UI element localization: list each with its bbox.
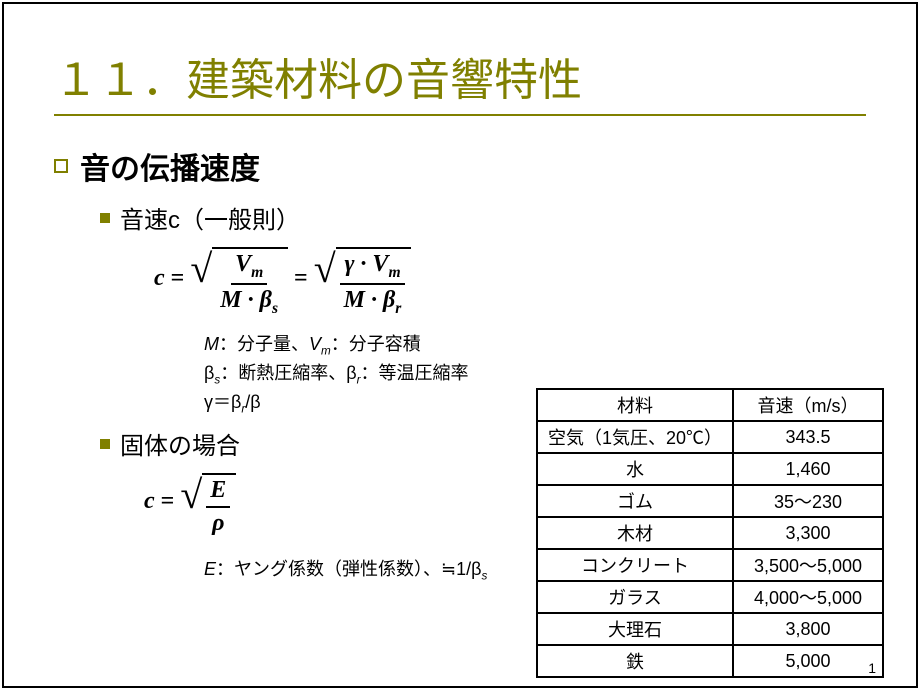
- sqrt-3: √ E ρ: [180, 467, 236, 536]
- table-cell: 3,300: [733, 517, 883, 549]
- table-cell: 343.5: [733, 421, 883, 453]
- table-cell: 木材: [537, 517, 733, 549]
- table-cell: 大理石: [537, 613, 733, 645]
- table-cell: 水: [537, 453, 733, 485]
- fraction-1: Vm M · βs: [216, 251, 282, 317]
- equals-icon: =: [171, 265, 185, 292]
- table-cell: 4,000～5,000: [733, 581, 883, 613]
- section-row: 音の伝播速度: [54, 144, 866, 188]
- table-row: 水1,460: [537, 453, 883, 485]
- radical-icon: √: [314, 249, 336, 317]
- slide-title: １１．建築材料の音響特性: [54, 44, 866, 108]
- bullet-fill-icon: [100, 439, 110, 449]
- table-row: 空気（1気圧、20℃）343.5: [537, 421, 883, 453]
- f2-lhs: c: [144, 488, 155, 515]
- page-number: 1: [868, 660, 876, 676]
- equals-icon: =: [294, 265, 308, 292]
- table-cell: 3,800: [733, 613, 883, 645]
- table-header: 音速（m/s）: [733, 389, 883, 421]
- slide: １１．建築材料の音響特性 音の伝播速度 音速c（一般則） c = √ Vm M …: [2, 2, 918, 688]
- table-cell: ガラス: [537, 581, 733, 613]
- table-row: 木材3,300: [537, 517, 883, 549]
- formula-1: c = √ Vm M · βs = √ γ · Vm M · βr: [154, 241, 866, 317]
- table-cell: 鉄: [537, 645, 733, 677]
- table-row: ゴム35～230: [537, 485, 883, 517]
- bullet-fill-icon: [100, 213, 110, 223]
- table-row: 鉄5,000: [537, 645, 883, 677]
- radical-icon: √: [190, 249, 212, 317]
- sub2-heading: 固体の場合: [120, 426, 240, 461]
- title-rule: [54, 114, 866, 116]
- table-row: ガラス4,000～5,000: [537, 581, 883, 613]
- section-heading: 音の伝播速度: [80, 144, 260, 188]
- table-header-row: 材料 音速（m/s）: [537, 389, 883, 421]
- fraction-2: γ · Vm M · βr: [340, 251, 406, 317]
- table-cell: 5,000: [733, 645, 883, 677]
- subsection-1: 音速c（一般則）: [100, 200, 866, 235]
- bullet-open-icon: [54, 159, 68, 173]
- table-cell: 3,500～5,000: [733, 549, 883, 581]
- f1-lhs: c: [154, 265, 165, 292]
- sqrt-1: √ Vm M · βs: [190, 241, 288, 317]
- table-row: コンクリート3,500～5,000: [537, 549, 883, 581]
- table-cell: コンクリート: [537, 549, 733, 581]
- sqrt-2: √ γ · Vm M · βr: [314, 241, 412, 317]
- sub1-heading: 音速c（一般則）: [120, 200, 300, 235]
- radical-icon: √: [180, 475, 202, 536]
- table-row: 大理石3,800: [537, 613, 883, 645]
- table-cell: 35～230: [733, 485, 883, 517]
- equals-icon: =: [161, 488, 175, 515]
- sound-speed-table: 材料 音速（m/s） 空気（1気圧、20℃）343.5水1,460ゴム35～23…: [536, 388, 884, 678]
- fraction-3: E ρ: [206, 477, 230, 536]
- table-header: 材料: [537, 389, 733, 421]
- table-cell: ゴム: [537, 485, 733, 517]
- table-cell: 空気（1気圧、20℃）: [537, 421, 733, 453]
- table-cell: 1,460: [733, 453, 883, 485]
